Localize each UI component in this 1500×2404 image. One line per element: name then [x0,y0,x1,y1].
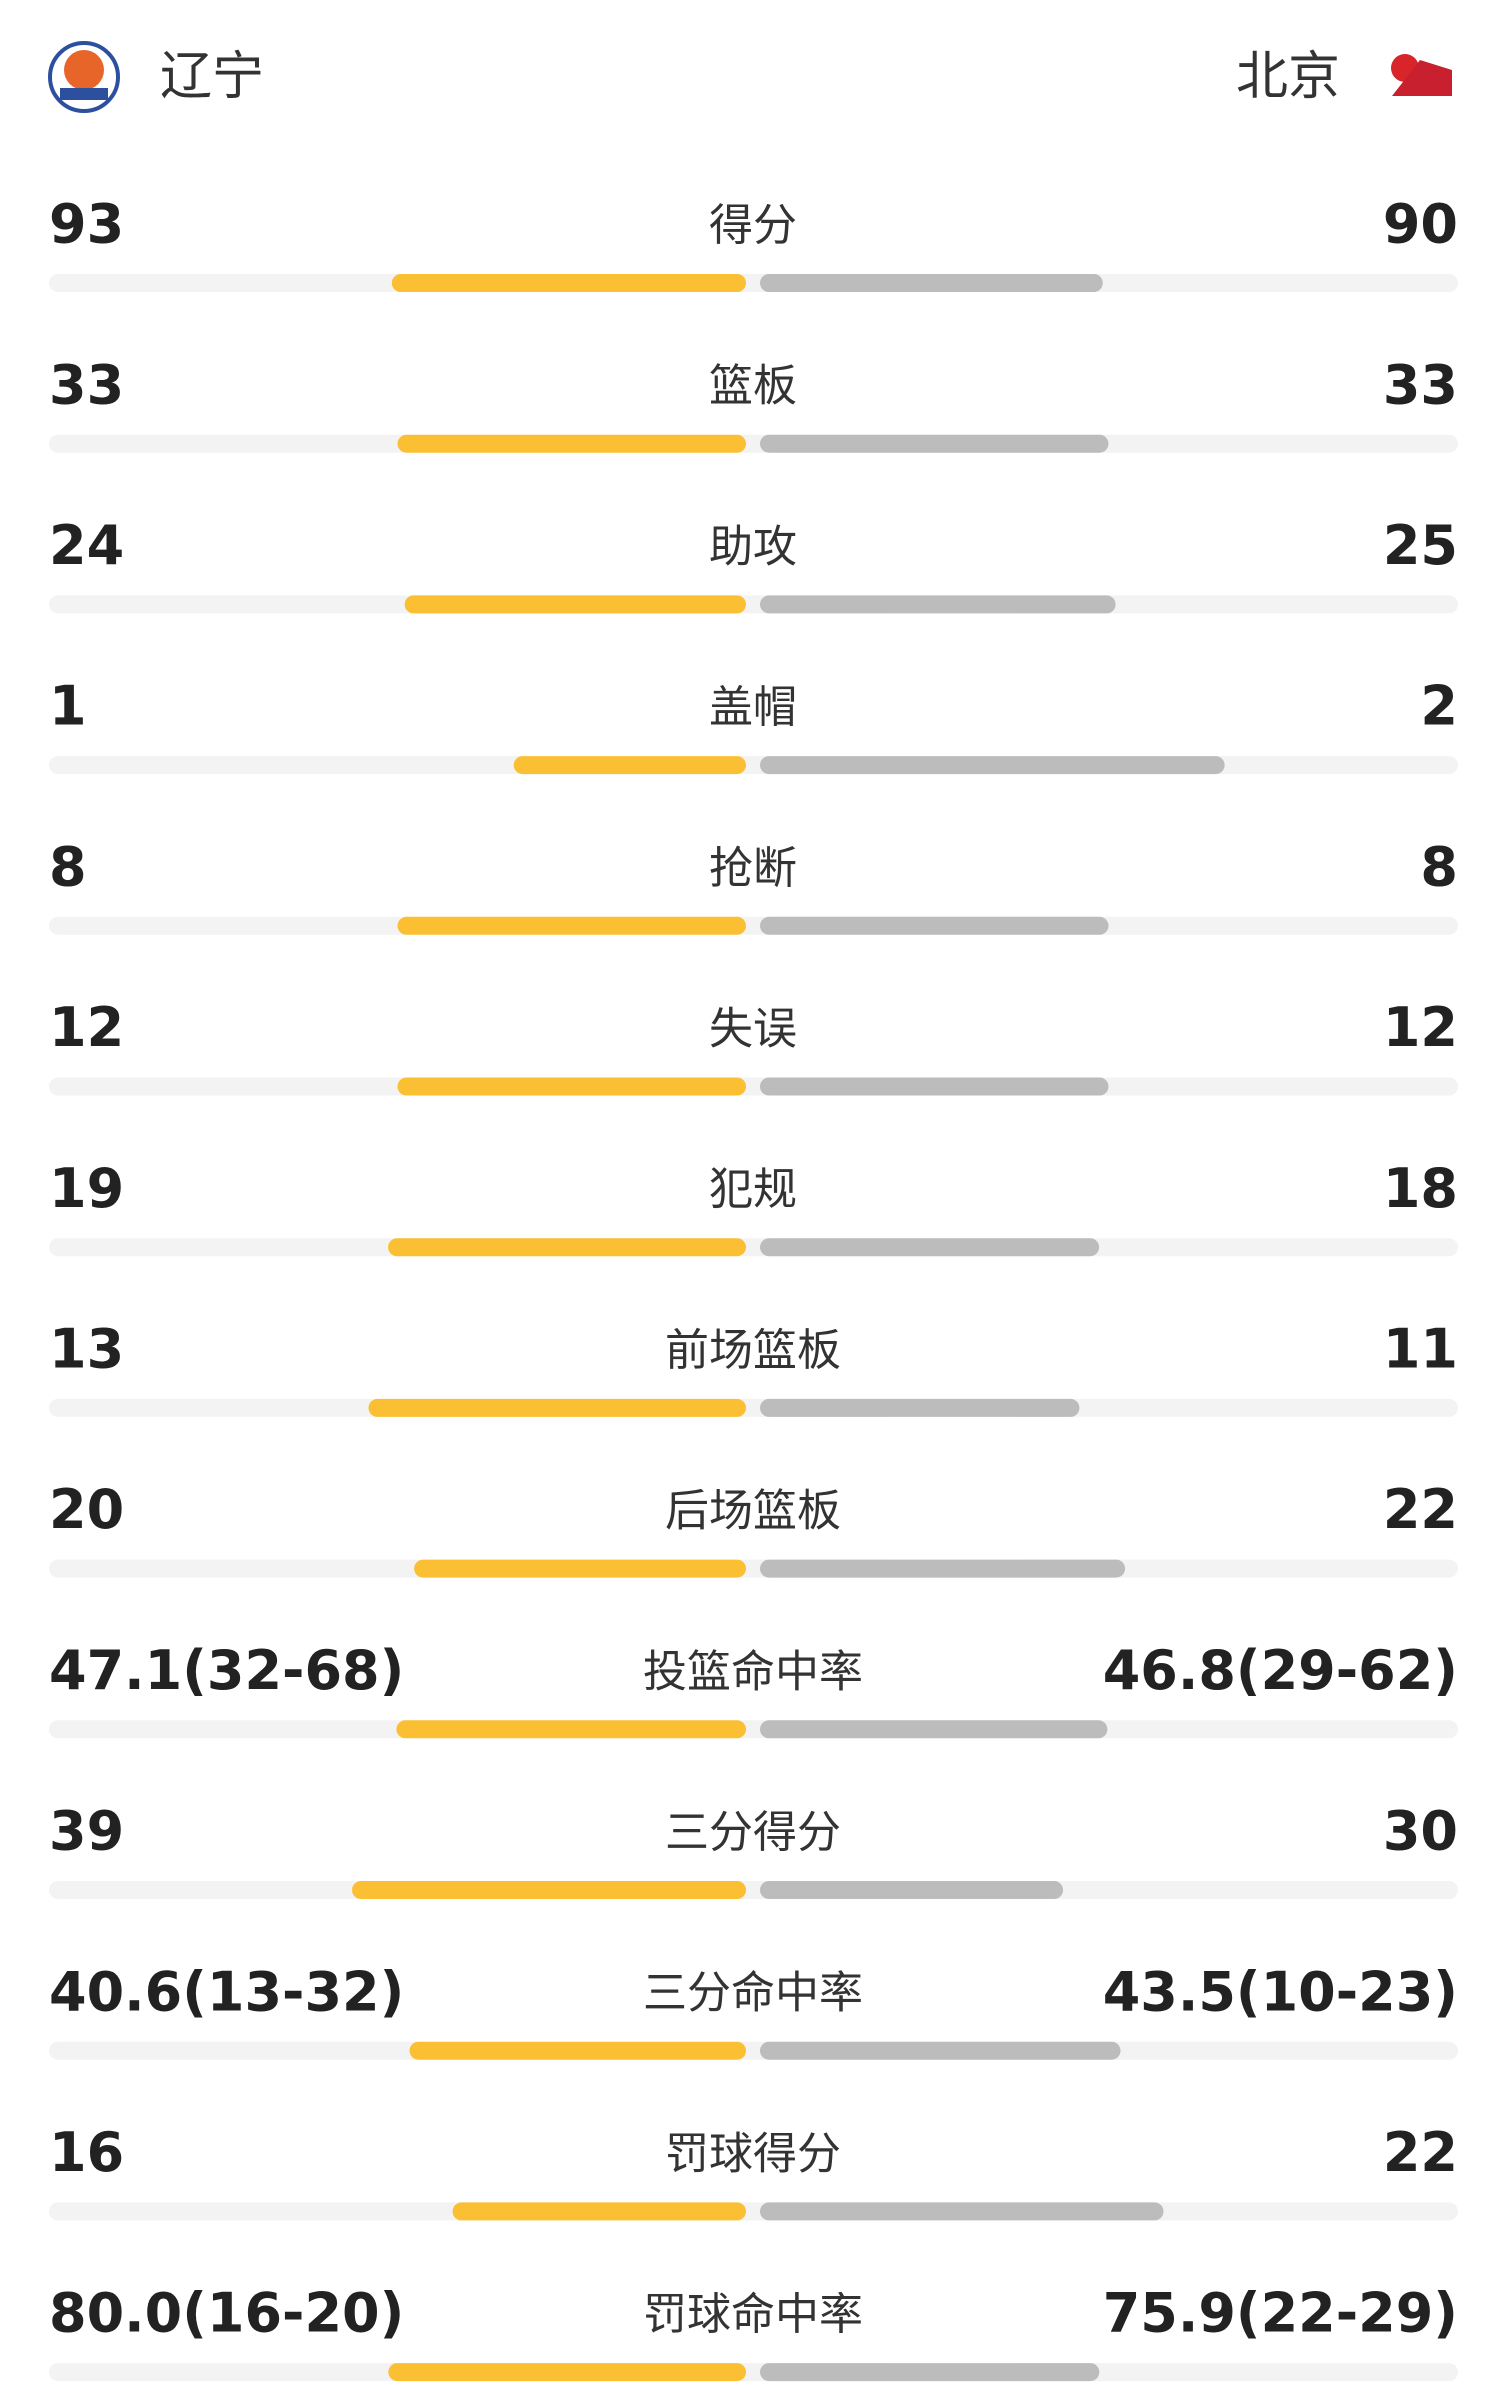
home-bar [513,756,746,775]
stat-label: 三分得分 [665,1807,841,1858]
away-value: 43.5(10-23) [1103,1960,1458,2023]
bar-track [49,2363,1458,2382]
home-bar [404,595,746,614]
home-bar [397,1077,746,1096]
away-bar [760,2363,1100,2382]
away-bar [760,1398,1080,1417]
bar-track [49,1077,1458,1096]
stat-label: 前场篮板 [665,1325,841,1376]
away-bar [760,1881,1064,1899]
bar-track [49,916,1458,935]
bar-track [49,1238,1458,1257]
away-value: 30 [1383,1800,1458,1863]
stat-label: 盖帽 [709,682,797,733]
home-value: 12 [49,996,124,1059]
away-bar [760,916,1109,935]
away-value: 8 [1420,835,1458,898]
away-bar [760,2041,1121,2060]
home-value: 47.1(32-68) [49,1639,404,1702]
home-value: 24 [49,514,124,577]
home-value: 39 [49,1800,124,1863]
home-value: 1 [49,675,87,738]
away-logo [1388,52,1452,102]
stat-label: 罚球命中率 [643,2289,863,2340]
stat-label: 抢断 [709,843,797,894]
stat-label: 犯规 [709,1164,797,1215]
away-value: 90 [1383,193,1458,256]
bar-track [49,756,1458,775]
home-bar [388,2363,746,2382]
home-value: 16 [49,2121,124,2184]
away-value: 33 [1383,353,1458,416]
away-value: 11 [1383,1318,1458,1381]
away-bar [760,1559,1126,1578]
home-value: 8 [49,835,87,898]
home-team: 辽宁 [160,47,264,107]
away-bar [760,595,1116,614]
away-value: 25 [1383,514,1458,577]
stat-label: 后场篮板 [665,1486,841,1537]
stat-label: 失误 [709,1004,797,1055]
stat-label: 助攻 [709,521,797,572]
home-bar [409,2041,746,2060]
stat-label: 篮板 [709,361,797,412]
home-value: 33 [49,353,124,416]
home-bar [391,274,746,292]
bar-track [49,1720,1458,1739]
away-value: 18 [1383,1157,1458,1220]
home-bar [452,2202,746,2221]
home-bar [414,1559,746,1578]
home-value: 20 [49,1478,124,1541]
home-bar [397,916,746,935]
home-value: 40.6(13-32) [49,1960,404,2023]
away-team: 北京 [1236,47,1340,107]
bar-track [49,274,1458,292]
home-value: 19 [49,1157,124,1220]
away-bar [760,1077,1109,1096]
home-value: 13 [49,1318,124,1381]
home-bar [388,1238,746,1257]
stat-label: 投篮命中率 [643,1646,863,1697]
bar-track [49,595,1458,614]
away-bar [760,274,1103,292]
stat-label: 得分 [709,200,797,251]
away-bar [760,434,1109,453]
bar-track [49,1559,1458,1578]
home-bar [397,434,746,453]
away-bar [760,756,1225,775]
home-logo [48,41,120,113]
home-value: 93 [49,193,124,256]
away-value: 75.9(22-29) [1103,2282,1458,2345]
away-value: 22 [1383,1478,1458,1541]
away-bar [760,2202,1164,2221]
bar-track [49,1398,1458,1417]
home-bar [396,1720,746,1739]
away-value: 22 [1383,2121,1458,2184]
away-value: 12 [1383,996,1458,1059]
away-bar [760,1720,1108,1739]
bar-track [49,434,1458,453]
home-bar [352,1881,746,1899]
away-value: 2 [1420,675,1458,738]
away-bar [760,1238,1100,1257]
away-value: 46.8(29-62) [1103,1639,1458,1702]
home-bar [368,1398,746,1417]
bar-track [49,2041,1458,2060]
stat-label: 罚球得分 [665,2128,841,2179]
home-value: 80.0(16-20) [49,2282,404,2345]
stat-label: 三分命中率 [643,1968,863,2019]
bar-track [49,1881,1458,1899]
bar-track [49,2202,1458,2221]
